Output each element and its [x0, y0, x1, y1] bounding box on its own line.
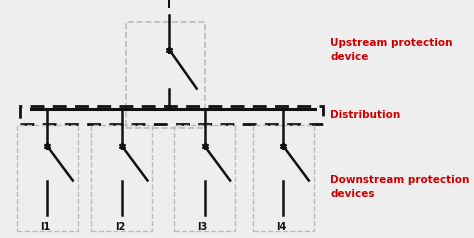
Text: Downstream protection
devices: Downstream protection devices: [330, 175, 470, 199]
Text: I1: I1: [40, 222, 50, 232]
Text: Distribution: Distribution: [330, 110, 401, 120]
Text: I4: I4: [276, 222, 286, 232]
Bar: [19, 106, 323, 124]
Text: I2: I2: [115, 222, 125, 232]
Bar: [253, 125, 314, 231]
Text: Upstream protection
device: Upstream protection device: [330, 38, 453, 62]
Bar: [91, 125, 153, 231]
Bar: [174, 125, 235, 231]
Bar: [17, 125, 78, 231]
Text: I: I: [167, 0, 171, 10]
Text: I3: I3: [198, 222, 208, 232]
Bar: [126, 22, 205, 128]
